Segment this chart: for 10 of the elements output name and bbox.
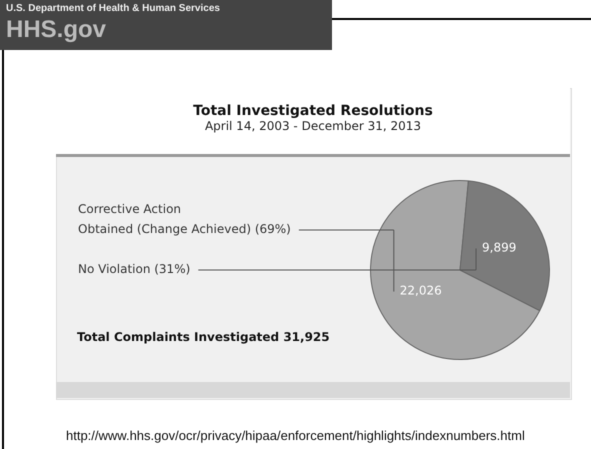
slice-label: No Violation (31%) bbox=[78, 262, 190, 276]
data-label: 9,899 bbox=[482, 240, 516, 255]
text: Total Complaints Investigated 31,925 bbox=[77, 330, 330, 344]
text: http://www.hhs.gov/ocr/privacy/hipaa/enforcement/highlights/indexnumbers.html bbox=[66, 428, 525, 443]
text: U.S. Department of Health & Human Services bbox=[6, 3, 220, 14]
text: HHS.gov bbox=[6, 16, 106, 44]
chart-title: Total Investigated Resolutions bbox=[192, 103, 434, 119]
slice-label: Corrective Action Obtained (Change Achieved) (69%) bbox=[78, 202, 291, 236]
data-label: 22,026 bbox=[400, 284, 442, 298]
chart-subtitle: April 14, 2003 - December 31, 2013 bbox=[204, 119, 422, 133]
